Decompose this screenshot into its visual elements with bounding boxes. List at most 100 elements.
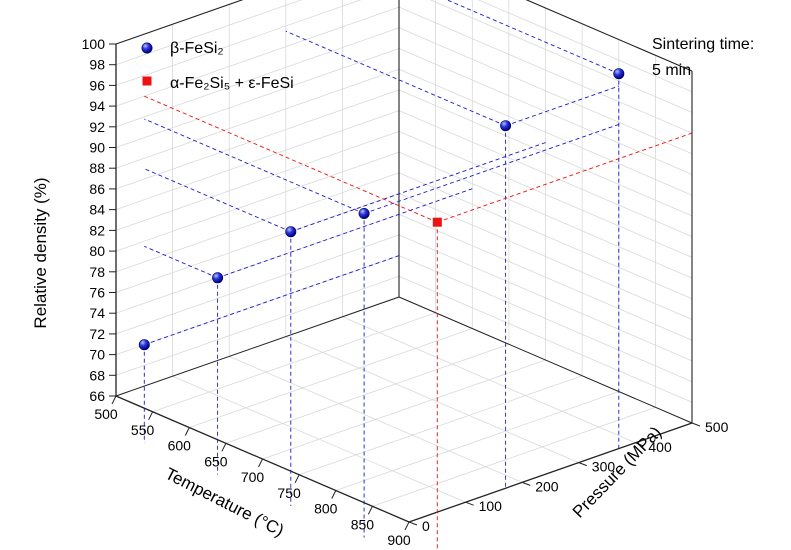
z-tick-label: 96	[89, 77, 105, 93]
box-edge	[115, 0, 244, 45]
z-tick-label: 94	[89, 98, 105, 114]
data-point-sphere	[285, 226, 297, 238]
grid-layer	[115, 0, 693, 523]
legend: β-FeSi₂ α-Fe₂Si₅ + ε-FeSi	[141, 40, 294, 92]
grid-line	[372, 406, 656, 507]
x-tick	[294, 474, 300, 484]
y-tick-label: 0	[422, 518, 430, 534]
projection-line	[144, 168, 291, 233]
z-tick-label: 86	[89, 181, 105, 197]
x-tick-label: 700	[241, 469, 265, 485]
z-tick-label: 70	[89, 347, 105, 363]
projection-line	[290, 142, 546, 233]
x-tick	[367, 506, 373, 515]
projection-line	[363, 123, 619, 214]
grid-line	[115, 193, 400, 293]
y-tick-label: 200	[535, 478, 559, 494]
z-tick-label: 78	[89, 264, 105, 280]
data-point-sphere	[138, 339, 150, 351]
z-tick-label: 92	[89, 119, 105, 135]
x-tick	[331, 490, 337, 499]
grid-line	[115, 110, 400, 210]
data-point-sphere	[212, 272, 224, 284]
x-tick	[148, 411, 154, 421]
z-tick-label: 88	[89, 160, 105, 176]
grid-line	[115, 68, 400, 169]
legend-item-2: α-Fe₂Si₅ + ε-FeSi	[142, 75, 294, 92]
y-tick	[522, 481, 531, 486]
z-tick-label: 84	[89, 202, 105, 218]
x-tick-label: 650	[204, 453, 228, 469]
annotation-line-2: 5 min	[652, 62, 691, 79]
grid-line	[342, 316, 636, 444]
point-layer	[138, 68, 625, 351]
projection-line	[446, 0, 619, 75]
x-tick-label: 600	[168, 438, 192, 454]
projection-line	[144, 95, 438, 223]
annotation: Sintering time: 5 min	[652, 36, 754, 79]
x-tick-label: 500	[94, 406, 118, 422]
box-edge	[115, 296, 400, 397]
x-tick-label: 850	[351, 516, 375, 532]
legend-marker-square	[142, 76, 152, 86]
grid-line	[285, 336, 579, 463]
grid-line	[115, 131, 400, 231]
grid-line	[115, 0, 362, 86]
z-tick-label: 100	[82, 36, 106, 52]
x-tick	[404, 521, 410, 531]
grid-line	[115, 275, 400, 376]
z-axis-title: Relative density (%)	[31, 177, 50, 328]
grid-line	[115, 234, 400, 335]
legend-item-1: β-FeSi₂	[141, 40, 224, 57]
grid-line	[115, 6, 400, 107]
projection-line	[285, 30, 506, 127]
guide-layer	[143, 0, 693, 550]
data-point-square	[432, 217, 442, 227]
y-tick-label: 500	[705, 419, 729, 435]
y-tick	[635, 442, 644, 447]
y-tick-label: 300	[592, 459, 616, 475]
grid-line	[115, 27, 400, 128]
projection-line	[505, 85, 619, 127]
z-tick-label: 66	[89, 388, 105, 404]
legend-marker-2	[142, 76, 152, 86]
grid-line	[115, 48, 400, 148]
z-tick-label: 98	[89, 57, 105, 73]
grid-line	[115, 172, 400, 273]
projection-line	[217, 188, 473, 279]
box-edge	[398, 296, 693, 424]
z-tick-label: 90	[89, 140, 105, 156]
y-axis-line	[408, 422, 693, 523]
x-tick	[111, 395, 117, 405]
x-tick	[258, 458, 263, 468]
z-tick-label: 74	[89, 305, 105, 321]
x-tick-label: 900	[387, 532, 411, 548]
grid-line	[115, 151, 400, 252]
y-tick	[465, 501, 474, 506]
label-layer: 66 68 70 72 74 76 78 80 82 84 86 88 90 92 94 96 98 100 500…	[82, 36, 729, 548]
box-edge	[525, 0, 693, 72]
legend-label-2: α-Fe₂Si₅ + ε-FeSi	[170, 75, 294, 92]
projection-line	[437, 132, 693, 223]
projection-line	[144, 255, 400, 346]
y-tick	[691, 422, 701, 427]
grid-line	[152, 312, 436, 413]
z-tick-label: 72	[89, 326, 105, 342]
projection-line	[144, 245, 218, 279]
z-tick-label: 82	[89, 222, 105, 238]
y-tick	[578, 462, 587, 467]
grid-line	[172, 375, 466, 503]
data-point-sphere	[358, 208, 370, 220]
y-tick	[408, 521, 418, 526]
data-point-sphere	[500, 120, 512, 132]
y-tick-label: 400	[648, 439, 672, 455]
x-tick	[184, 427, 190, 436]
grid-line	[298, 375, 583, 476]
legend-marker-sphere	[141, 42, 153, 54]
grid-line	[115, 89, 400, 190]
annotation-line-1: Sintering time:	[652, 36, 754, 53]
data-point-sphere	[613, 68, 625, 80]
legend-label-1: β-FeSi₂	[170, 40, 224, 57]
x-tick-label: 550	[131, 422, 155, 438]
